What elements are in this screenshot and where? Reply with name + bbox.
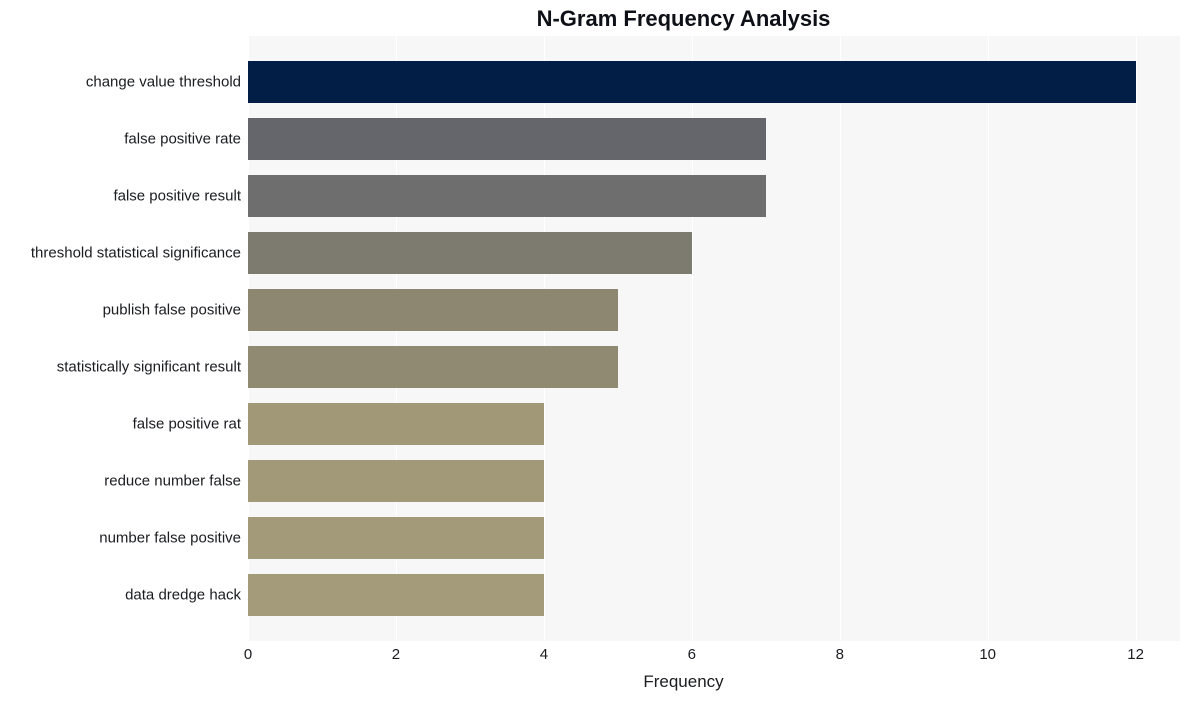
bar	[248, 574, 544, 616]
bar	[248, 61, 1136, 103]
x-axis-title-text: Frequency	[643, 672, 723, 691]
bar	[248, 118, 766, 160]
x-axis-title: Frequency	[0, 672, 1187, 692]
y-tick-label: publish false positive	[1, 302, 241, 317]
x-tick-label: 0	[244, 646, 252, 663]
y-tick-label: false positive result	[1, 188, 241, 203]
y-tick-label: data dredge hack	[1, 588, 241, 603]
grid-line	[988, 36, 989, 641]
y-tick-label: false positive rat	[1, 417, 241, 432]
x-tick-label: 12	[1127, 646, 1144, 663]
bar	[248, 517, 544, 559]
x-tick-label: 4	[540, 646, 548, 663]
y-tick-label: change value threshold	[1, 74, 241, 89]
bar	[248, 403, 544, 445]
y-tick-label: false positive rate	[1, 131, 241, 146]
bar	[248, 289, 618, 331]
bar	[248, 232, 692, 274]
grid-line	[840, 36, 841, 641]
bar	[248, 346, 618, 388]
y-tick-label: statistically significant result	[1, 360, 241, 375]
x-tick-label: 10	[979, 646, 996, 663]
y-tick-label: reduce number false	[1, 474, 241, 489]
grid-line	[1136, 36, 1137, 641]
x-tick-label: 6	[688, 646, 696, 663]
bar	[248, 460, 544, 502]
ngram-chart: N-Gram Frequency Analysis change value t…	[0, 0, 1187, 701]
chart-title-text: N-Gram Frequency Analysis	[537, 6, 831, 31]
x-tick-label: 8	[836, 646, 844, 663]
bar	[248, 175, 766, 217]
y-tick-label: threshold statistical significance	[1, 245, 241, 260]
plot-area	[248, 36, 1180, 641]
chart-title: N-Gram Frequency Analysis	[0, 6, 1187, 32]
x-tick-label: 2	[392, 646, 400, 663]
y-tick-label: number false positive	[1, 531, 241, 546]
